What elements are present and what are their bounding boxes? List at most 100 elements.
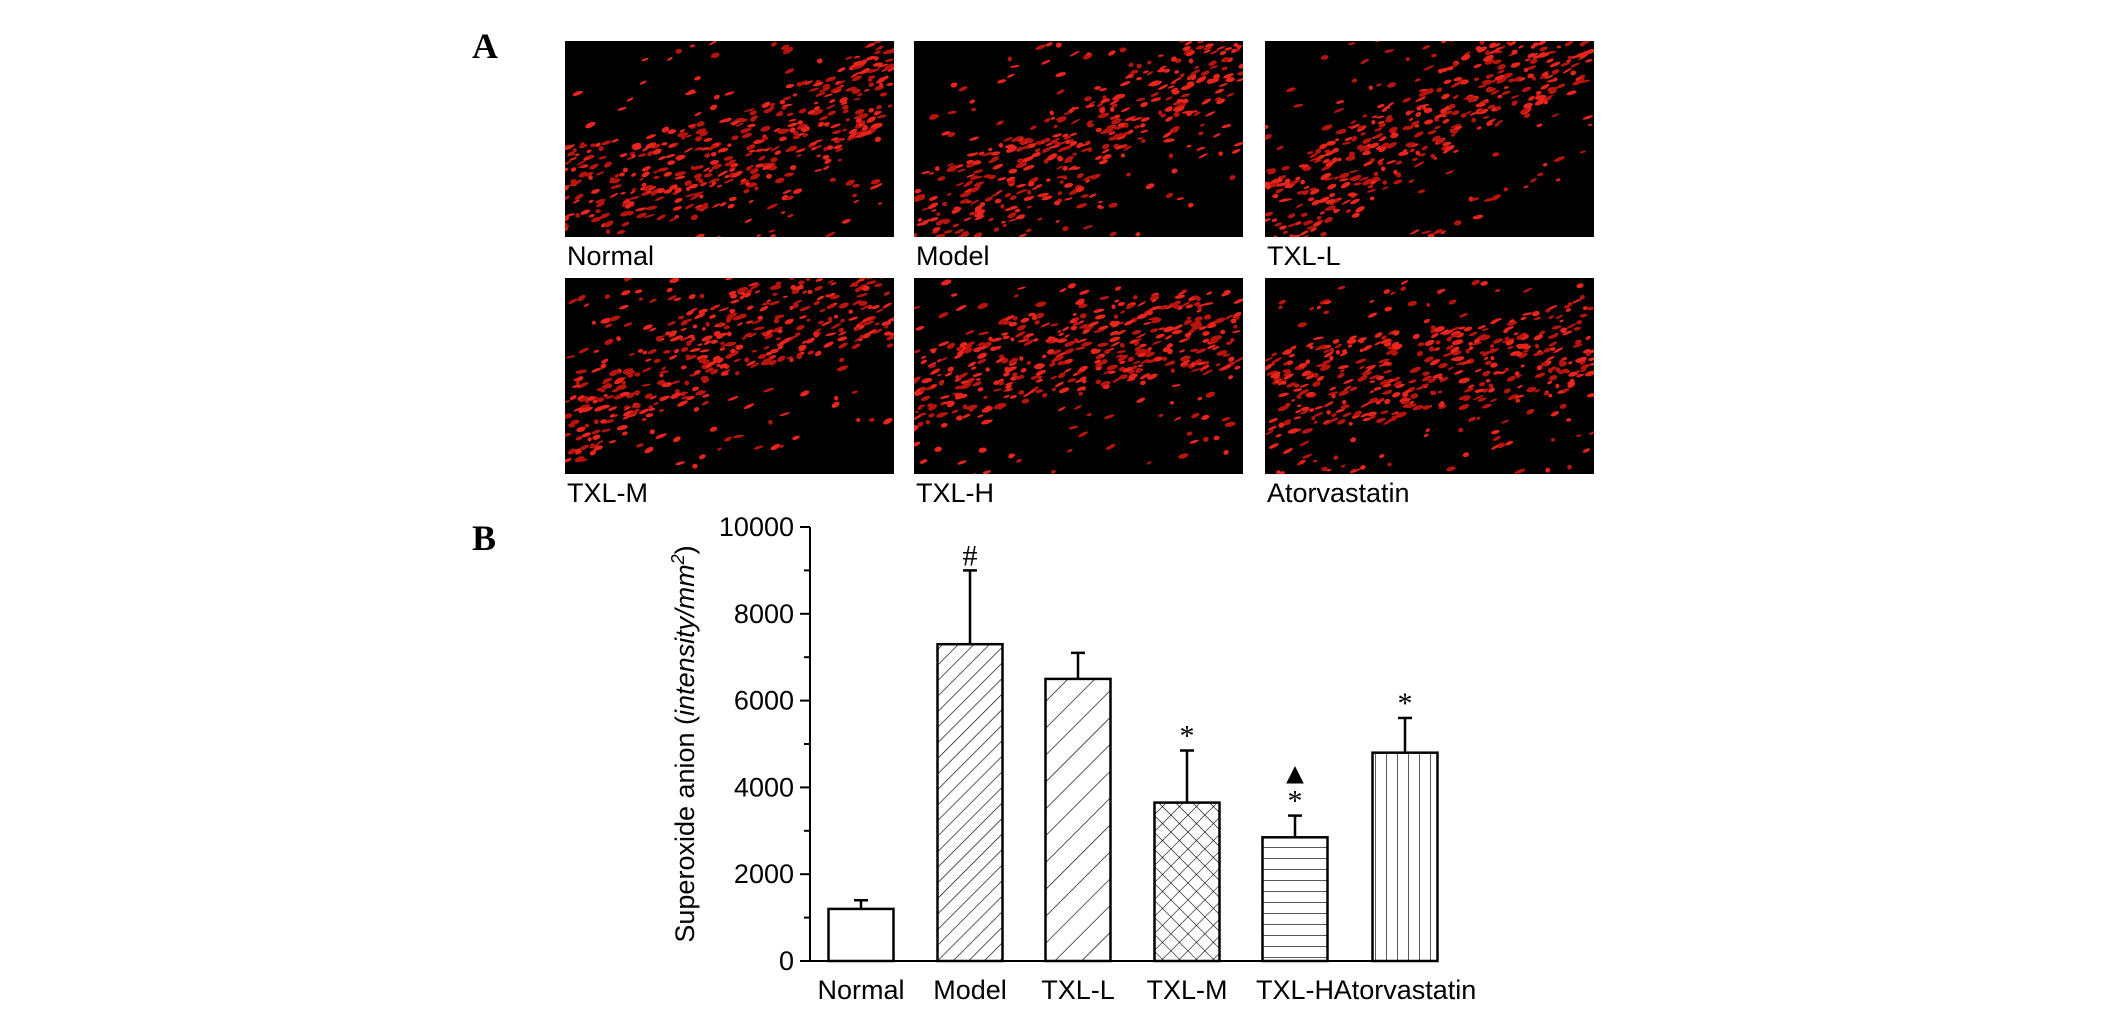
cell <box>1370 179 1377 185</box>
cell <box>858 59 868 66</box>
cell <box>914 188 922 194</box>
cell <box>875 45 884 51</box>
bar <box>1261 836 1329 963</box>
cell <box>605 395 615 399</box>
cell <box>1008 218 1019 222</box>
cell <box>1506 41 1511 45</box>
cell <box>741 118 748 122</box>
cell <box>1125 304 1135 310</box>
cell <box>631 154 636 158</box>
cell <box>884 256 890 260</box>
cell <box>1120 107 1131 113</box>
cell <box>729 120 742 125</box>
cell <box>645 358 652 362</box>
y-axis-label: Superoxide anion (intensity/mm2) <box>668 545 700 942</box>
cell <box>1189 439 1199 444</box>
cell <box>1072 152 1077 156</box>
cell <box>1014 208 1021 213</box>
cell <box>1548 393 1553 398</box>
cell <box>662 254 668 260</box>
cell <box>1267 518 1273 524</box>
cell <box>1582 448 1591 453</box>
cell <box>1224 47 1233 51</box>
cell <box>1323 401 1334 408</box>
cell <box>1468 416 1476 422</box>
cell <box>1162 347 1171 353</box>
cell <box>1057 116 1067 123</box>
cell <box>615 384 627 391</box>
cell <box>1195 146 1206 151</box>
cell <box>1059 180 1064 184</box>
cell <box>1555 16 1563 22</box>
cell <box>1497 64 1506 70</box>
cell <box>1323 349 1330 354</box>
cell <box>1450 346 1460 354</box>
cell <box>977 352 988 359</box>
cell <box>710 368 719 375</box>
cell <box>1568 26 1579 33</box>
cell <box>1266 363 1276 367</box>
cell <box>1034 148 1041 153</box>
cell <box>1284 402 1291 408</box>
cell <box>1113 114 1121 119</box>
cell <box>1309 156 1320 162</box>
cell <box>710 52 720 59</box>
cell <box>1348 42 1356 46</box>
cell <box>1579 313 1588 318</box>
cell <box>1190 75 1196 80</box>
cell <box>1399 398 1411 403</box>
cell <box>829 99 836 104</box>
cell <box>782 47 794 55</box>
cell <box>816 58 823 64</box>
cell <box>1313 372 1319 378</box>
cell <box>1315 148 1322 154</box>
cell <box>1186 144 1192 148</box>
cell <box>766 299 772 303</box>
cell <box>912 508 921 513</box>
cell <box>1490 362 1498 368</box>
cell <box>1591 362 1594 366</box>
cell <box>1062 176 1068 180</box>
cell <box>1064 155 1074 163</box>
cell <box>690 165 695 171</box>
cell <box>1350 123 1360 130</box>
cell <box>715 178 720 182</box>
cell <box>1076 203 1088 209</box>
cell <box>1363 160 1374 167</box>
cell <box>598 156 607 160</box>
cell <box>1570 62 1580 68</box>
cell <box>1541 52 1550 57</box>
cell <box>943 229 953 234</box>
cell <box>1337 365 1350 370</box>
cell <box>1585 16 1595 23</box>
cell <box>1488 383 1494 389</box>
cell <box>1337 157 1342 162</box>
cell <box>579 444 589 451</box>
cell <box>719 118 729 123</box>
cell <box>917 406 922 410</box>
cell <box>1474 368 1482 373</box>
cell <box>570 419 580 425</box>
cell <box>565 458 572 463</box>
cell <box>1546 356 1555 361</box>
cell <box>1309 345 1314 350</box>
cell <box>976 232 982 237</box>
micrograph-bg <box>914 278 1243 474</box>
cell <box>1276 182 1288 187</box>
cell <box>1410 32 1421 40</box>
cell <box>1102 384 1110 390</box>
cell <box>1427 130 1437 135</box>
cell <box>1007 212 1017 219</box>
cell <box>1509 319 1515 323</box>
cell <box>1012 372 1018 377</box>
cell <box>1224 7 1236 15</box>
cell <box>1311 199 1321 206</box>
cell <box>940 395 950 399</box>
cell <box>628 352 635 356</box>
cell <box>973 181 985 187</box>
cell <box>985 367 990 372</box>
cell <box>1341 349 1348 354</box>
cell <box>634 403 641 409</box>
cell <box>1489 344 1495 348</box>
cell <box>869 184 880 190</box>
